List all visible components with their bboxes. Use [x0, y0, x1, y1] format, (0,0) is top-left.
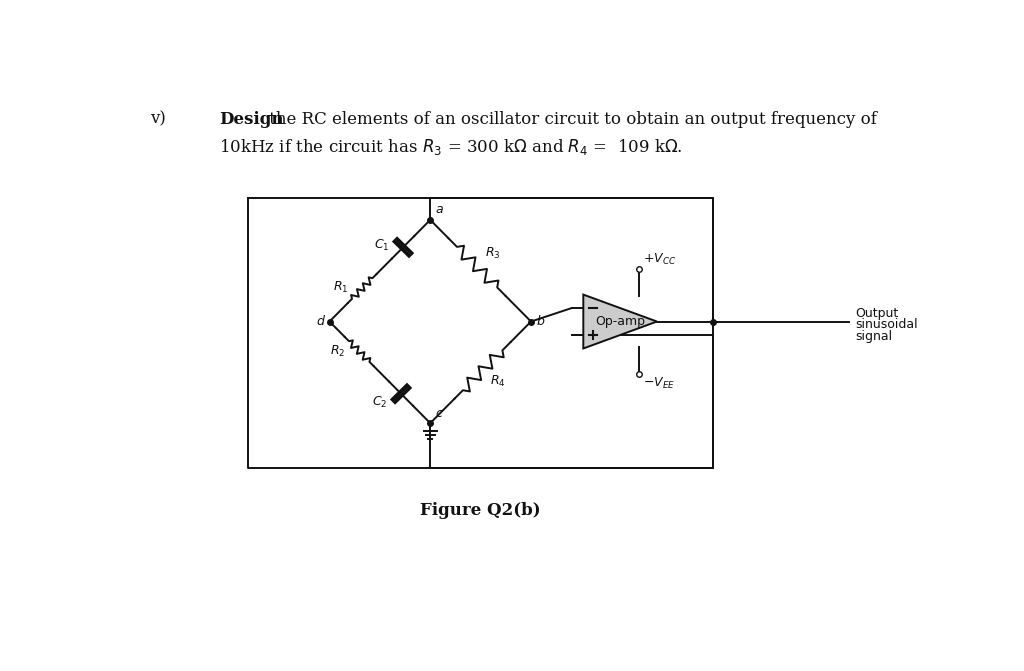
Text: $C_2$: $C_2$	[372, 395, 387, 411]
Text: $R_2$: $R_2$	[330, 344, 345, 359]
Text: the RC elements of an oscillator circuit to obtain an output frequency of: the RC elements of an oscillator circuit…	[264, 111, 877, 127]
Text: Op-amp: Op-amp	[595, 315, 645, 328]
Text: d: d	[316, 315, 324, 328]
Text: sinusoidal: sinusoidal	[855, 318, 918, 331]
Text: $R_3$: $R_3$	[484, 246, 501, 261]
Text: Output: Output	[855, 307, 898, 320]
Text: b: b	[537, 315, 545, 328]
Text: $+V_{CC}$: $+V_{CC}$	[643, 252, 677, 267]
Text: v): v)	[150, 111, 166, 127]
Text: $-V_{EE}$: $-V_{EE}$	[643, 376, 675, 391]
Text: $C_1$: $C_1$	[374, 238, 389, 254]
Text: a: a	[435, 203, 443, 216]
Text: $R_4$: $R_4$	[490, 374, 506, 389]
Text: 10kHz if the circuit has $R_3$ = 300 k$\Omega$ and $R_4$ =  109 k$\Omega$.: 10kHz if the circuit has $R_3$ = 300 k$\…	[219, 137, 683, 157]
Text: $R_1$: $R_1$	[333, 279, 348, 295]
Text: Figure Q2(b): Figure Q2(b)	[420, 503, 541, 519]
Text: c: c	[435, 407, 442, 420]
Text: Design: Design	[219, 111, 284, 127]
Polygon shape	[584, 295, 657, 348]
Text: signal: signal	[855, 329, 892, 343]
